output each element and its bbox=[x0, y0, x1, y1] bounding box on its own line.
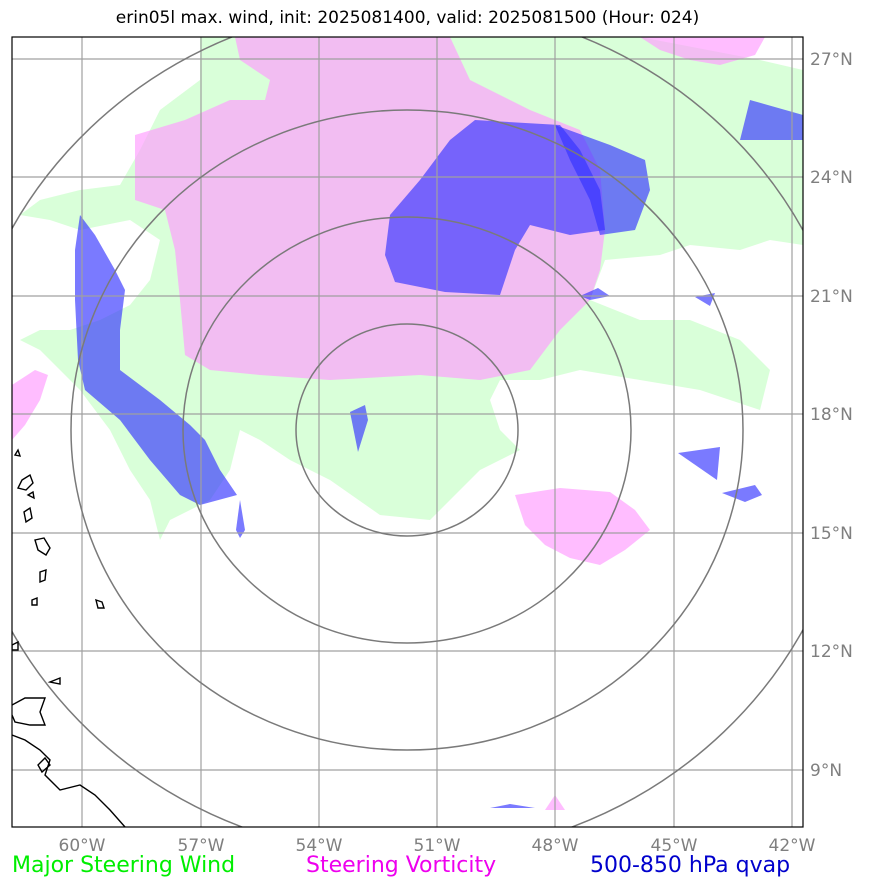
island-4 bbox=[34, 537, 51, 556]
lat-labels: 27°N 24°N 21°N 18°N 15°N 12°N 9°N bbox=[810, 50, 853, 781]
qvap-cell-7 bbox=[490, 804, 535, 808]
island-5 bbox=[39, 568, 47, 584]
coastlines bbox=[12, 448, 126, 827]
qvap-cell-1 bbox=[350, 405, 368, 452]
lat-label: 18°N bbox=[810, 405, 853, 425]
coast-south-america bbox=[12, 734, 126, 827]
lon-label: 42°W bbox=[769, 836, 816, 856]
qvap-cell-2 bbox=[236, 500, 245, 538]
island-1 bbox=[16, 473, 34, 491]
lon-labels: 60°W 57°W 54°W 51°W 48°W 45°W 42°W bbox=[59, 836, 816, 856]
graticule bbox=[12, 37, 803, 827]
qvap-region-center bbox=[385, 120, 605, 295]
lat-label: 27°N bbox=[810, 50, 853, 70]
island-9 bbox=[47, 676, 61, 685]
qvap-region-ne bbox=[740, 100, 803, 140]
lat-label: 21°N bbox=[810, 287, 853, 307]
qvap-layer bbox=[75, 100, 803, 808]
lat-label: 9°N bbox=[810, 761, 842, 781]
coast-piece bbox=[13, 448, 22, 457]
qvap-cell-5 bbox=[580, 288, 610, 300]
island-2 bbox=[26, 490, 35, 500]
island-trinidad bbox=[12, 697, 47, 726]
island-tobago bbox=[37, 756, 51, 774]
vorticity-region-west bbox=[12, 370, 48, 440]
map-frame bbox=[11, 36, 804, 828]
island-8 bbox=[12, 640, 19, 651]
vorticity-region-south bbox=[515, 488, 650, 565]
lon-label: 57°W bbox=[178, 836, 225, 856]
lon-label: 54°W bbox=[296, 836, 343, 856]
distance-ring-2 bbox=[182, 216, 632, 644]
qvap-region-west-band bbox=[75, 215, 237, 505]
map-title: erin05l max. wind, init: 2025081400, val… bbox=[115, 8, 700, 28]
distance-ring-3 bbox=[70, 109, 744, 751]
qvap-region-east bbox=[555, 125, 650, 235]
island-7 bbox=[95, 598, 105, 609]
qvap-cell-4 bbox=[722, 485, 762, 502]
distance-ring-1 bbox=[295, 323, 519, 537]
qvap-cell-3 bbox=[678, 447, 720, 480]
island-6 bbox=[31, 596, 38, 606]
lon-label: 45°W bbox=[651, 836, 698, 856]
lon-label: 60°W bbox=[59, 836, 106, 856]
distance-rings bbox=[12, 37, 803, 827]
lat-label: 12°N bbox=[810, 642, 853, 662]
vorticity-region-ne bbox=[640, 37, 765, 65]
lon-label: 48°W bbox=[532, 836, 579, 856]
legend-steering-wind: Major Steering Wind bbox=[12, 853, 236, 878]
legend-steering-vorticity: Steering Vorticity bbox=[306, 853, 497, 878]
lat-label: 15°N bbox=[810, 524, 853, 544]
lat-label: 24°N bbox=[810, 168, 853, 188]
legend-qvap: 500-850 hPa qvap bbox=[590, 853, 791, 878]
lon-label: 51°W bbox=[414, 836, 461, 856]
island-3 bbox=[23, 506, 33, 524]
